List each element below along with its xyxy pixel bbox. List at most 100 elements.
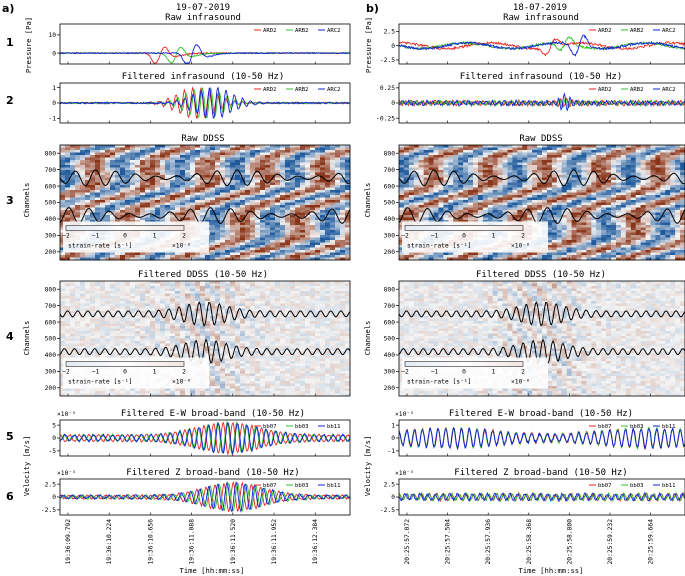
panel-a-4-overlay-trace-0 (59, 301, 351, 327)
panel-b-6-xtick-label-0: 20:25:57.072 (404, 519, 411, 565)
panel-b-2-ytick-label-0: 0.25 (380, 85, 395, 92)
panel-b-6-ytick-label-2: -2.5 (380, 507, 395, 514)
panel-b-2-legend-label-2: ARC2 (662, 87, 675, 93)
panel-a-3-overlay-trace-0 (59, 169, 351, 187)
panel-a-1-ytick-label-1: 0 (52, 50, 56, 57)
panel-a-2-ytick-label-0: 1 (52, 85, 56, 92)
panel-a-3-colorbar-box (63, 221, 209, 253)
panel-a-2-legend-label-2: ARC2 (327, 87, 340, 93)
panel-b-4-colorbar-tick-2: 0 (462, 369, 466, 376)
title-b-ew: Filtered E-W broad-band (10-50 Hz) (449, 409, 633, 419)
panel-b-3-colorbar-label: strain-rate [s⁻¹] (407, 243, 471, 250)
title-a-filt-ddss: Filtered DDSS (10-50 Hz) (138, 270, 268, 280)
panel-b-4-ytick-label-6: 200 (384, 385, 396, 392)
exp-b-ew: ×10⁻⁵ (395, 411, 414, 418)
panel-b-3-colorbar-box (402, 221, 548, 253)
panel-b-4-colorbar-tick-4: 2 (521, 369, 525, 376)
panel-a-6-xtick-label-4: 19:36:11.520 (230, 519, 237, 565)
panel-b-6-legend-label-2: bb11 (662, 483, 675, 489)
panel-a-3-colorbar-exp: ×10⁻⁶ (172, 243, 191, 250)
panel-a-4-ytick-label-2: 600 (45, 319, 57, 326)
panel-b-2-legend-label-0: ARD2 (598, 87, 611, 93)
ylabel-b-velocity: Velocity [m/s] (363, 436, 372, 497)
exp-a-ew: ×10⁻⁵ (57, 411, 76, 418)
panel-b-4-ytick-label-5: 300 (384, 369, 396, 376)
panel-b-2-series-2 (398, 92, 685, 112)
exp-b-z: ×10⁻⁵ (395, 470, 414, 477)
panel-a-3-colorbar-tick-2: 0 (123, 233, 127, 240)
panel-b-3-overlay-trace-0 (398, 169, 685, 187)
panel-b-3-colorbar-tick-0: −2 (401, 233, 409, 240)
panel-b-6-legend-label-1: bb03 (630, 483, 643, 489)
panel-a-3-colorbar-tick-0: −2 (62, 233, 70, 240)
panel-b-1-ytick-label-2: -2.5 (380, 57, 395, 64)
panel-b-3-colorbar-tick-4: 2 (521, 233, 525, 240)
panel-b-3-ytick-label-1: 700 (384, 167, 396, 174)
panel-b-6-ytick-label-1: 0 (391, 494, 395, 501)
title-a-raw-infra: Raw infrasound (165, 13, 241, 23)
panel-a-4-colorbar-tick-1: −1 (92, 369, 100, 376)
panel-a-4-ytick-label-6: 200 (45, 385, 57, 392)
col-a-date: 19-07-2019 (176, 3, 230, 13)
panel-a-3-colorbar-tick-1: −1 (92, 233, 100, 240)
panel-b-3-colorbar-tick-3: 1 (492, 233, 496, 240)
panel-b-3-colorbar (404, 225, 524, 231)
panel-a-6-xtick-label-2: 19:36:10.656 (147, 519, 154, 565)
panel-b-4-ytick-label-3: 500 (384, 336, 396, 343)
title-b-raw-infra: Raw infrasound (503, 13, 579, 23)
panel-a-2-series-1 (59, 86, 351, 119)
panel-b-2-ytick-label-2: -0.25 (376, 115, 395, 122)
panel-a-4-colorbar-tick-0: −2 (62, 369, 70, 376)
panel-b-3-colorbar-exp: ×10⁻⁶ (511, 243, 530, 250)
panel-a-3-colorbar-label: strain-rate [s⁻¹] (68, 243, 132, 250)
panel-a-4-ytick-label-1: 700 (45, 303, 57, 310)
panel-b-3-ytick-label-4: 400 (384, 216, 396, 223)
panel-b-6-xtick-label-3: 20:25:58.368 (526, 519, 533, 565)
ylabel-a-channels-raw: Channels (22, 183, 31, 218)
panel-a-4-colorbar-label: strain-rate [s⁻¹] (68, 379, 132, 386)
panel-b-1-ytick-label-1: 0 (391, 43, 395, 50)
panel-b-5-legend-label-1: bb03 (630, 424, 643, 430)
panel-a-3-colorbar-tick-3: 1 (153, 233, 157, 240)
panel-b-6-legend-label-0: bb07 (598, 483, 611, 489)
panel-a-2-series-2 (59, 86, 351, 119)
panel-a-6-ytick-label-2: -2.5 (41, 507, 56, 514)
title-a-z: Filtered Z broad-band (10-50 Hz) (126, 468, 299, 478)
panel-a-6-xtick-label-1: 19:36:10.224 (106, 519, 113, 565)
title-b-raw-ddss: Raw DDSS (519, 134, 562, 144)
panel-b-4-ytick-label-2: 600 (384, 319, 396, 326)
panel-a-3-ytick-label-6: 200 (45, 249, 57, 256)
panel-a-2-ytick-label-1: 0 (52, 100, 56, 107)
panel-a-5-legend-label-2: bb11 (327, 424, 340, 430)
panel-a-5-ytick-label-2: -5 (48, 448, 56, 455)
xlabel-b: Time [hh:mm:ss] (519, 566, 584, 575)
panel-b-1-legend-label-2: ARC2 (662, 28, 675, 34)
panel-b-1-series-2 (398, 34, 685, 57)
panel-b-6-xtick-label-2: 20:25:57.936 (485, 519, 492, 565)
title-a-raw-ddss: Raw DDSS (181, 134, 224, 144)
panel-b-4-colorbar-tick-0: −2 (401, 369, 409, 376)
panel-a-6-legend-label-2: bb11 (327, 483, 340, 489)
ylabel-a-channels-filt: Channels (22, 321, 31, 356)
title-b-filt-ddss: Filtered DDSS (10-50 Hz) (476, 270, 606, 280)
panel-b-3-ytick-label-2: 600 (384, 183, 396, 190)
ylabel-b-channels-raw: Channels (363, 183, 372, 218)
panel-a-3-heatmap (60, 145, 351, 261)
panel-b-4-colorbar-exp: ×10⁻⁶ (511, 379, 530, 386)
panel-a-3-ytick-label-5: 300 (45, 233, 57, 240)
col-b-date: 18-07-2019 (513, 3, 567, 13)
panel-a-1-legend-label-2: ARC2 (327, 28, 340, 34)
panel-b-4-overlay-trace-0 (398, 301, 685, 327)
panel-a-3-ytick-label-1: 700 (45, 167, 57, 174)
panel-b-4-ytick-label-0: 800 (384, 286, 396, 293)
panel-b-5-legend-label-0: bb07 (598, 424, 611, 430)
title-b-z: Filtered Z broad-band (10-50 Hz) (454, 468, 627, 478)
panel-a-6-ytick-label-0: 2.5 (45, 481, 57, 488)
row-label-1: 1 (6, 36, 14, 49)
panel-b-1-legend-label-0: ARD2 (598, 28, 611, 34)
panel-a-6-xtick-label-5: 19:36:11.952 (271, 519, 278, 565)
ylabel-b-pressure: Pressure [Pa] (364, 17, 373, 73)
panel-b-5-ytick-label-1: 0 (391, 435, 395, 442)
panel-b-6-xtick-label-4: 20:25:58.800 (566, 519, 573, 565)
row-label-6: 6 (6, 490, 14, 503)
